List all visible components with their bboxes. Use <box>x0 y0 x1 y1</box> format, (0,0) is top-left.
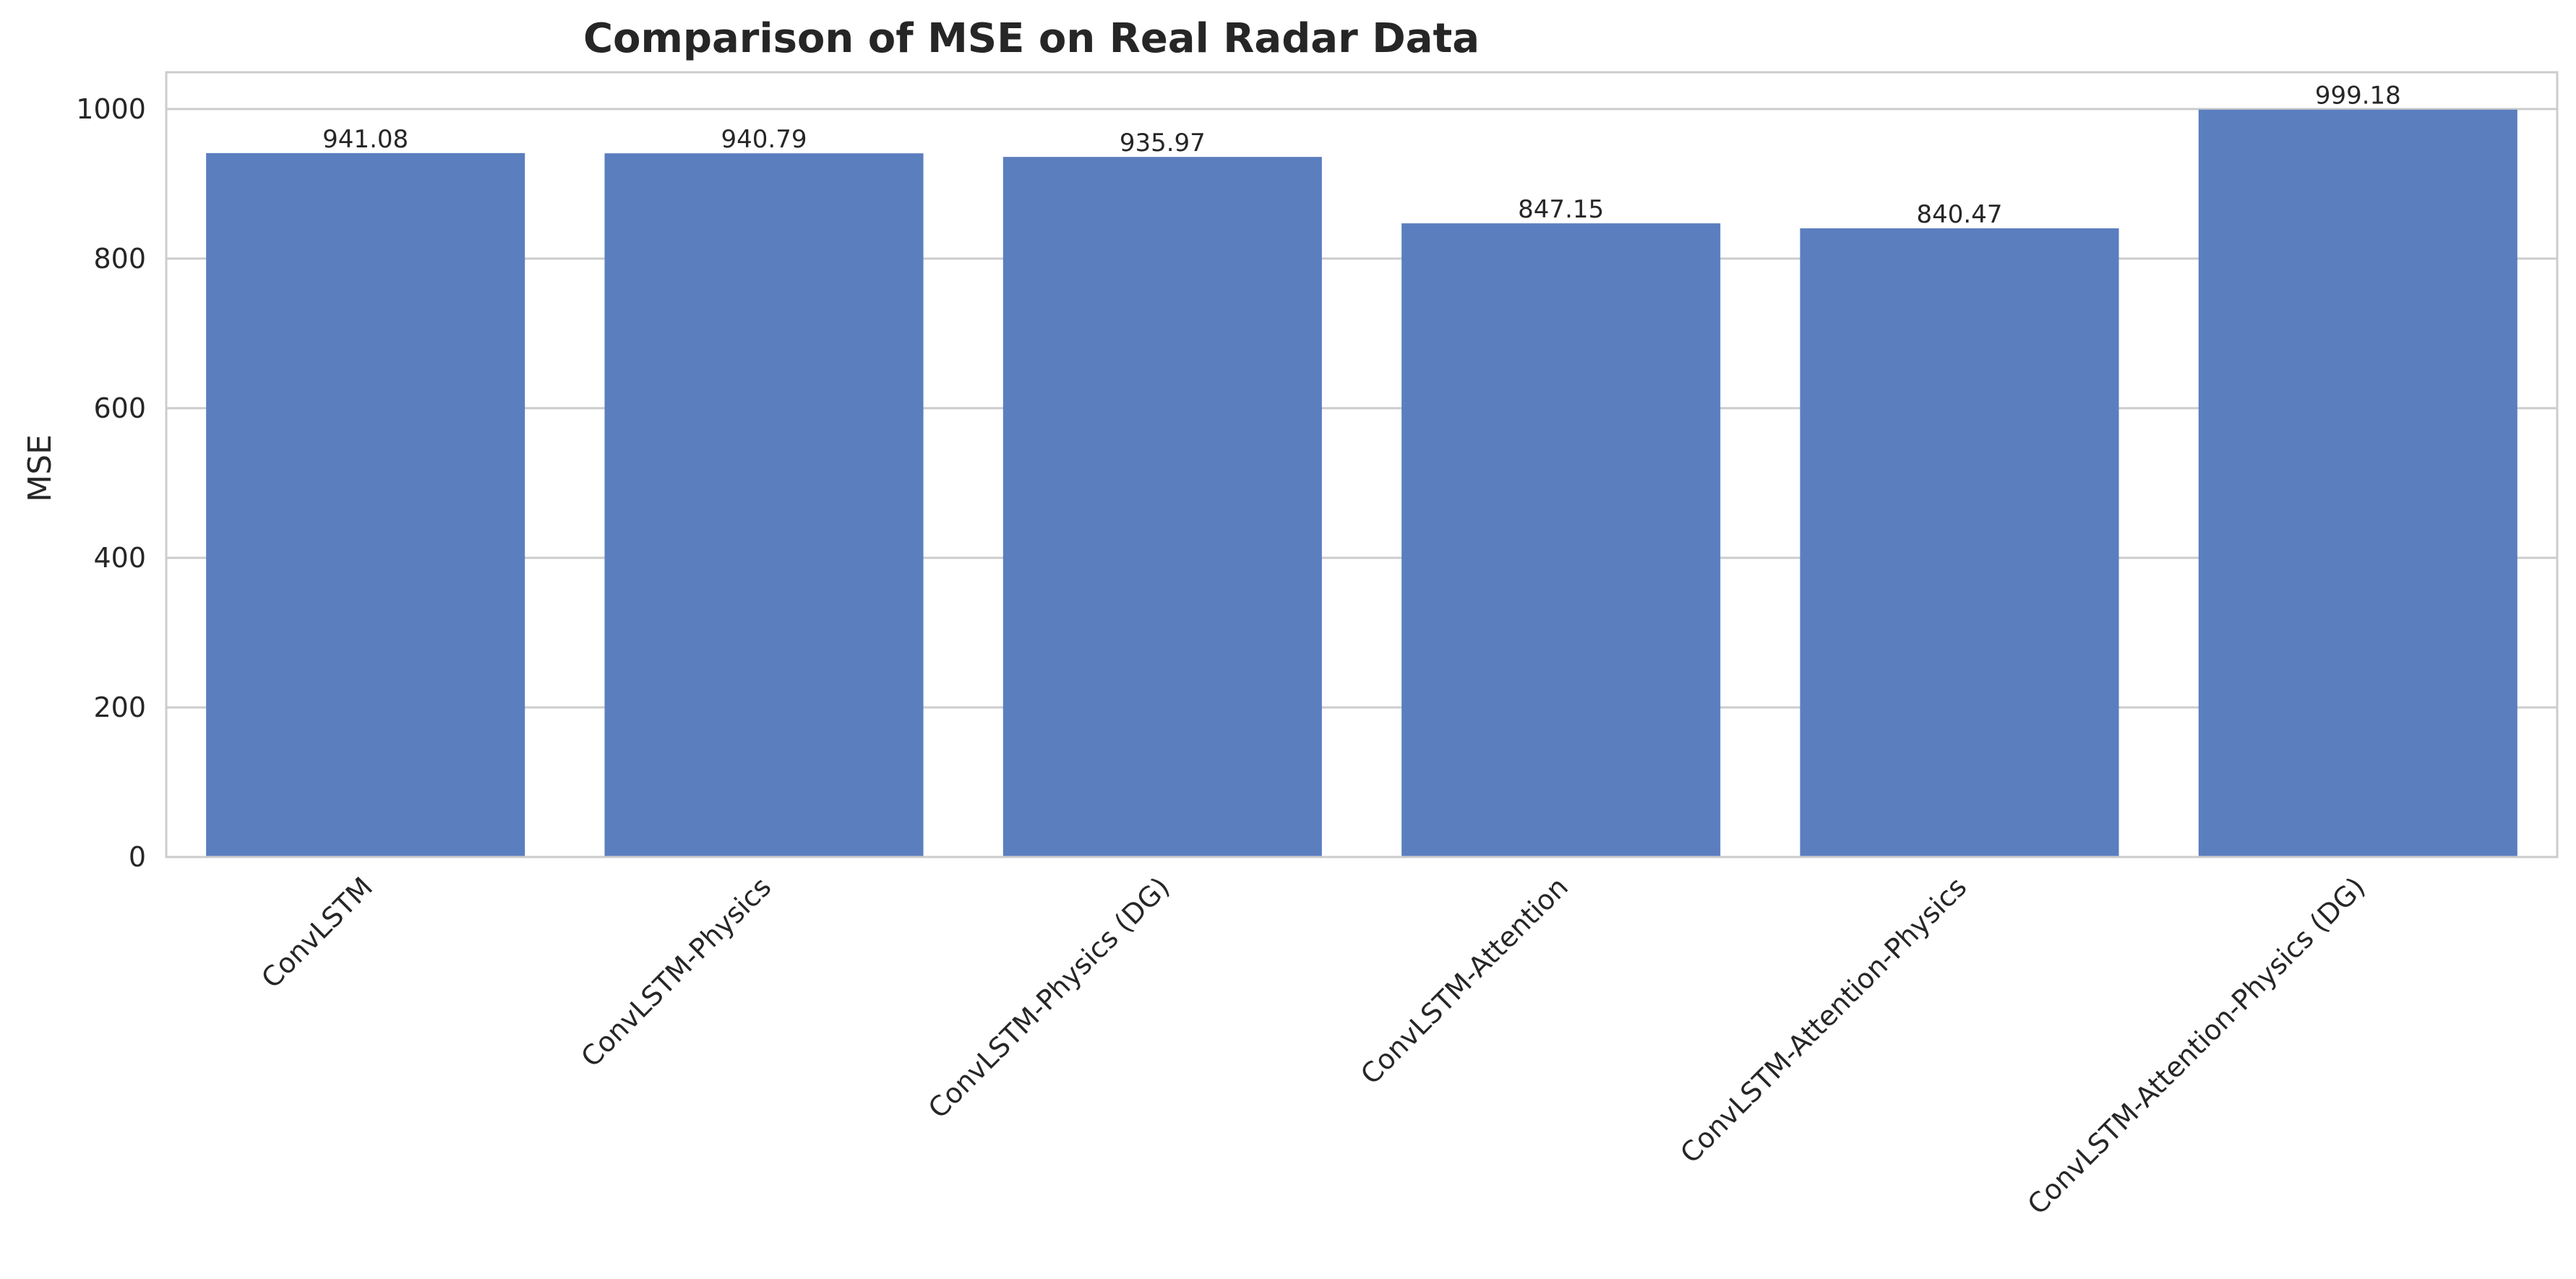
chart-title: Comparison of MSE on Real Radar Data <box>583 15 1480 62</box>
bar-value-label: 999.18 <box>2315 82 2401 111</box>
x-tick-label: ConvLSTM-Attention-Physics (DG) <box>2022 871 2371 1220</box>
x-tick-label: ConvLSTM-Attention-Physics <box>1674 871 1972 1169</box>
x-tick-label: ConvLSTM <box>255 871 379 994</box>
y-tick-label: 600 <box>93 392 146 424</box>
bar-value-label: 840.47 <box>1917 200 2003 229</box>
x-tick-label: ConvLSTM-Physics (DG) <box>922 871 1176 1124</box>
bar-3 <box>1401 223 1721 857</box>
y-tick-label: 800 <box>93 243 146 275</box>
bar-value-label: 847.15 <box>1518 195 1604 224</box>
bar-4 <box>1800 228 2119 857</box>
bar-value-label: 935.97 <box>1120 129 1206 158</box>
bar-2 <box>1003 157 1322 857</box>
y-tick-label: 0 <box>129 841 146 873</box>
y-axis-ticks: 0 200 400 600 800 1000 <box>76 93 146 873</box>
bar-0 <box>206 152 525 857</box>
bar-value-label: 941.08 <box>322 125 408 154</box>
y-tick-label: 1000 <box>76 93 146 125</box>
bars <box>206 109 2517 857</box>
plot-frame <box>165 71 2559 858</box>
bar-1 <box>604 153 924 857</box>
x-axis-ticks: ConvLSTM ConvLSTM-Physics ConvLSTM-Physics… <box>255 871 2371 1220</box>
bar-5 <box>2198 109 2517 857</box>
y-axis-label: MSE <box>22 434 59 502</box>
bar-value-labels: 941.08 940.79 935.97 847.15 840.47 999.18 <box>322 82 2401 229</box>
axes-frame <box>165 71 2559 858</box>
bar-value-label: 940.79 <box>721 125 807 154</box>
y-tick-label: 400 <box>93 542 146 574</box>
x-tick-label: ConvLSTM-Physics <box>575 871 777 1073</box>
y-tick-label: 200 <box>93 692 146 723</box>
x-tick-label: ConvLSTM-Attention <box>1354 871 1574 1090</box>
